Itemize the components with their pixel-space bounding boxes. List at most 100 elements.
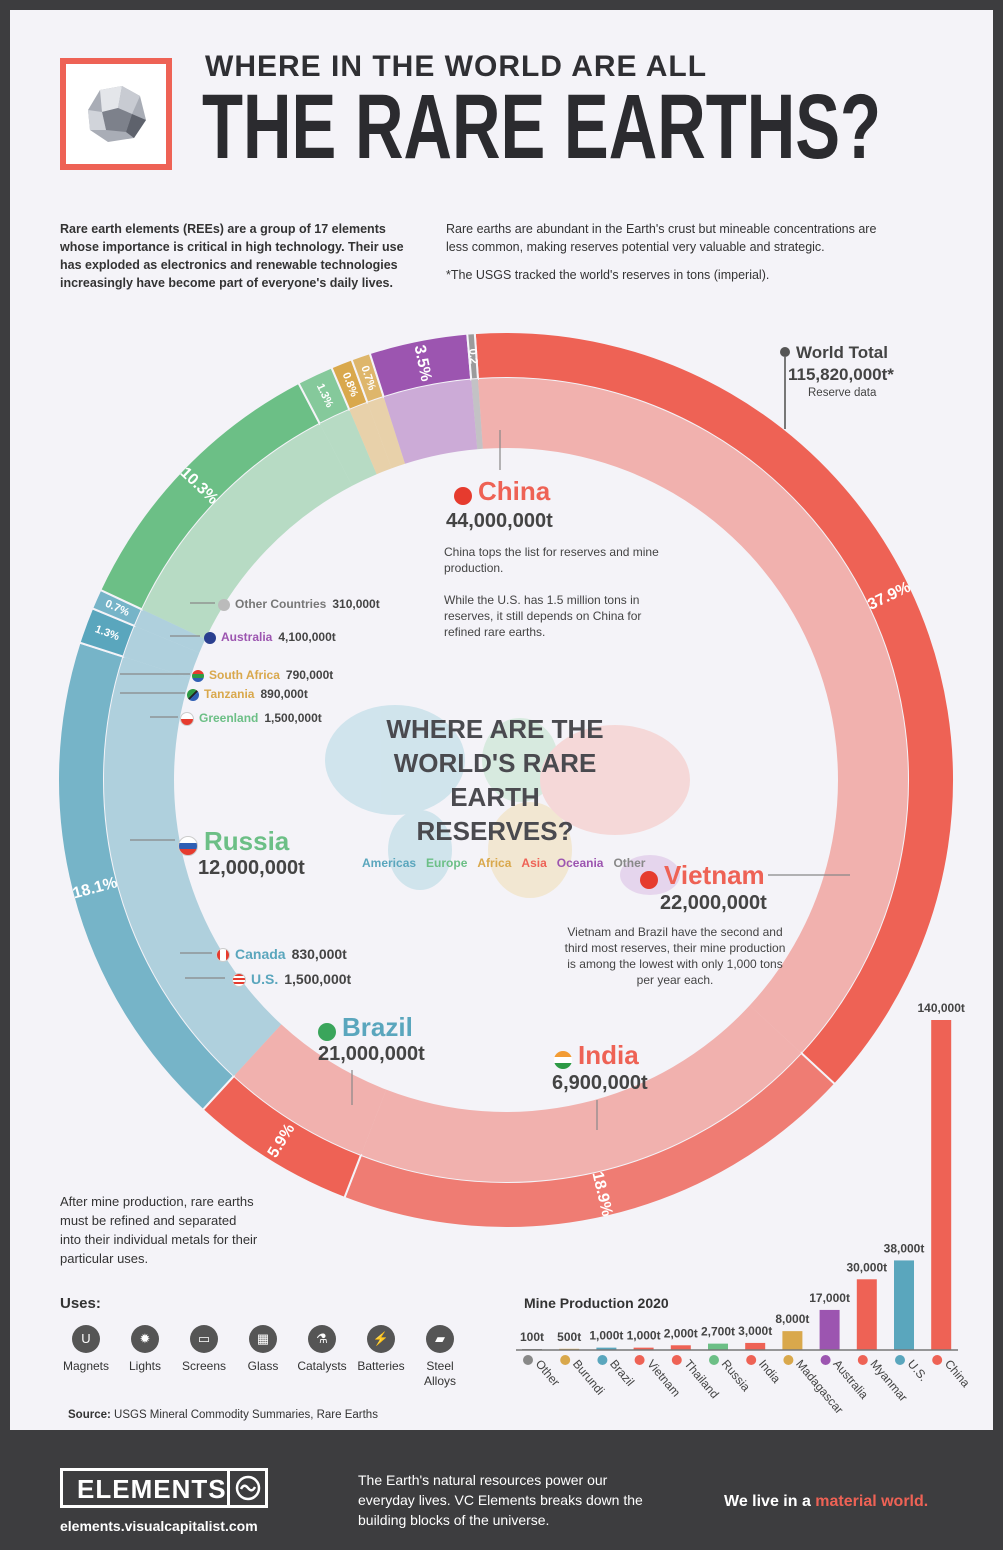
australia-flag-icon [204, 631, 216, 644]
bar-value-burundi: 500t [557, 1330, 581, 1344]
bar-flag-icon-china [932, 1355, 943, 1365]
us-name: U.S. [251, 971, 279, 987]
bar-flag-icon-russia [709, 1355, 719, 1365]
bar-flag-icon-burundi [560, 1355, 571, 1365]
use-screens: ▭ Screens [172, 1325, 236, 1374]
world-total-label: World Total [796, 343, 888, 362]
greenland-flag-icon [180, 711, 194, 726]
slice-other-countries [466, 332, 480, 381]
slice-texture-australia [383, 379, 478, 464]
region-legend: Americas Europe Africa Asia Oceania Other [362, 856, 655, 870]
vietnam-flag-icon [640, 870, 658, 889]
slice-texture-tanzania [349, 402, 392, 475]
us-value: 1,500,000t [284, 971, 352, 987]
bar-category-china: China [942, 1357, 973, 1390]
canada-name: Canada [235, 946, 286, 962]
use-label: Glass [247, 1359, 279, 1373]
use-glass: ▦ Glass [231, 1325, 295, 1374]
slice-texture-other-countries [471, 378, 483, 450]
elements-logo[interactable]: ELEMENTS [60, 1468, 268, 1508]
canada-flag-icon [216, 948, 230, 963]
use-catalysts: ⚗ Catalysts [290, 1325, 354, 1374]
vietnam-name: Vietnam [664, 860, 765, 890]
bar-madagascar [782, 1331, 803, 1350]
tagline-accent: material world. [815, 1493, 929, 1510]
south-africa-value: 790,000t [285, 668, 334, 682]
legend-oceania: Oceania [556, 856, 604, 870]
use-label: Lights [128, 1359, 162, 1373]
source-prefix: Source: [68, 1409, 111, 1421]
intro-footnote: *The USGS tracked the world's reserves i… [446, 268, 770, 282]
monitor-icon: ▭ [190, 1325, 218, 1353]
us-label: U.S. 1,500,000t [232, 971, 352, 988]
legend-europe: Europe [426, 856, 468, 870]
bar-vietnam [633, 1347, 654, 1350]
battery-icon: ⚡ [367, 1325, 395, 1353]
rare-earth-rock-icon [88, 86, 146, 142]
use-label: Magnets [62, 1359, 110, 1373]
elements-brand: ELEMENTS [77, 1474, 227, 1504]
china-description: China tops the list for reserves and min… [444, 545, 659, 639]
china-name: China [478, 476, 551, 506]
refining-note: After mine production, rare earths must … [60, 1194, 258, 1266]
other-countries-name: Other Countries [235, 597, 327, 611]
canada-value: 830,000t [291, 946, 347, 962]
slice-texture-china [477, 378, 908, 1053]
pct-label-australia: 3.5% [411, 344, 435, 383]
india-name: India [578, 1040, 639, 1070]
bar-flag-icon-other [523, 1355, 533, 1365]
slice-texture-vietnam [360, 1005, 802, 1182]
bar-flag-icon-india [746, 1355, 757, 1365]
india-label: India [554, 1040, 639, 1071]
brazil-value: 21,000,000t [318, 1043, 425, 1065]
map-title: WHERE ARE THE WORLD'S RARE EARTH RESERVE… [386, 714, 604, 846]
china-flag-icon [454, 486, 472, 505]
greenland-label: Greenland 1,500,000t [180, 711, 322, 726]
greenland-value: 1,500,000t [264, 711, 322, 725]
tanzania-label: Tanzania 890,000t [187, 687, 308, 701]
world-total-dot [780, 347, 790, 357]
slice-texture-russia [141, 423, 353, 640]
legend-americas: Americas [362, 856, 417, 870]
legend-other: Other [613, 856, 646, 870]
magnet-icon: U [72, 1325, 100, 1353]
bar-value-india: 3,000t [738, 1324, 772, 1338]
bar-category-myanmar: Myanmar [868, 1357, 911, 1404]
south-africa-flag-icon [192, 669, 204, 682]
bar-myanmar [856, 1279, 877, 1350]
bar-flag-icon-brazil [597, 1355, 608, 1365]
elements-url-link[interactable]: elements.visualcapitalist.com [60, 1518, 258, 1534]
bar-category-other: Other [533, 1357, 563, 1389]
bar-china [931, 1020, 952, 1350]
brazil-flag-icon [318, 1022, 336, 1041]
slice-texture-canada [134, 609, 206, 653]
title-line-1: WHERE IN THE WORLD ARE ALL [205, 50, 708, 83]
bar-value-myanmar: 30,000t [846, 1260, 887, 1274]
tagline-start: We live in a [724, 1493, 816, 1510]
legend-africa: Africa [477, 856, 512, 870]
world-map-illustration [325, 705, 690, 898]
use-batteries: ⚡ Batteries [349, 1325, 413, 1374]
tanzania-name: Tanzania [204, 687, 255, 701]
bar-india [745, 1342, 766, 1350]
slice-texture-u-s [123, 625, 200, 679]
bar-value-russia: 2,700t [701, 1325, 735, 1339]
bar-u-s [894, 1260, 914, 1350]
russia-flag-icon [178, 835, 198, 856]
bar-flag-icon-madagascar [783, 1355, 794, 1365]
steel-icon: ▰ [426, 1325, 454, 1353]
south-africa-name: South Africa [209, 668, 280, 682]
russia-name: Russia [204, 826, 290, 856]
source-text: USGS Mineral Commodity Summaries, Rare E… [110, 1409, 378, 1421]
other-countries-value: 310,000t [332, 597, 380, 611]
window-icon: ▦ [249, 1325, 277, 1353]
footer-description: The Earth's natural resources power our … [358, 1472, 643, 1528]
australia-label: Australia 4,100,000t [204, 630, 336, 644]
bar-thailand [670, 1345, 691, 1350]
intro-right-text: Rare earths are abundant in the Earth's … [446, 222, 877, 254]
use-label: Batteries [357, 1359, 405, 1373]
globe-icon [218, 598, 230, 611]
bar-flag-icon-u-s [895, 1355, 905, 1365]
bar-value-madagascar: 8,000t [775, 1312, 809, 1326]
